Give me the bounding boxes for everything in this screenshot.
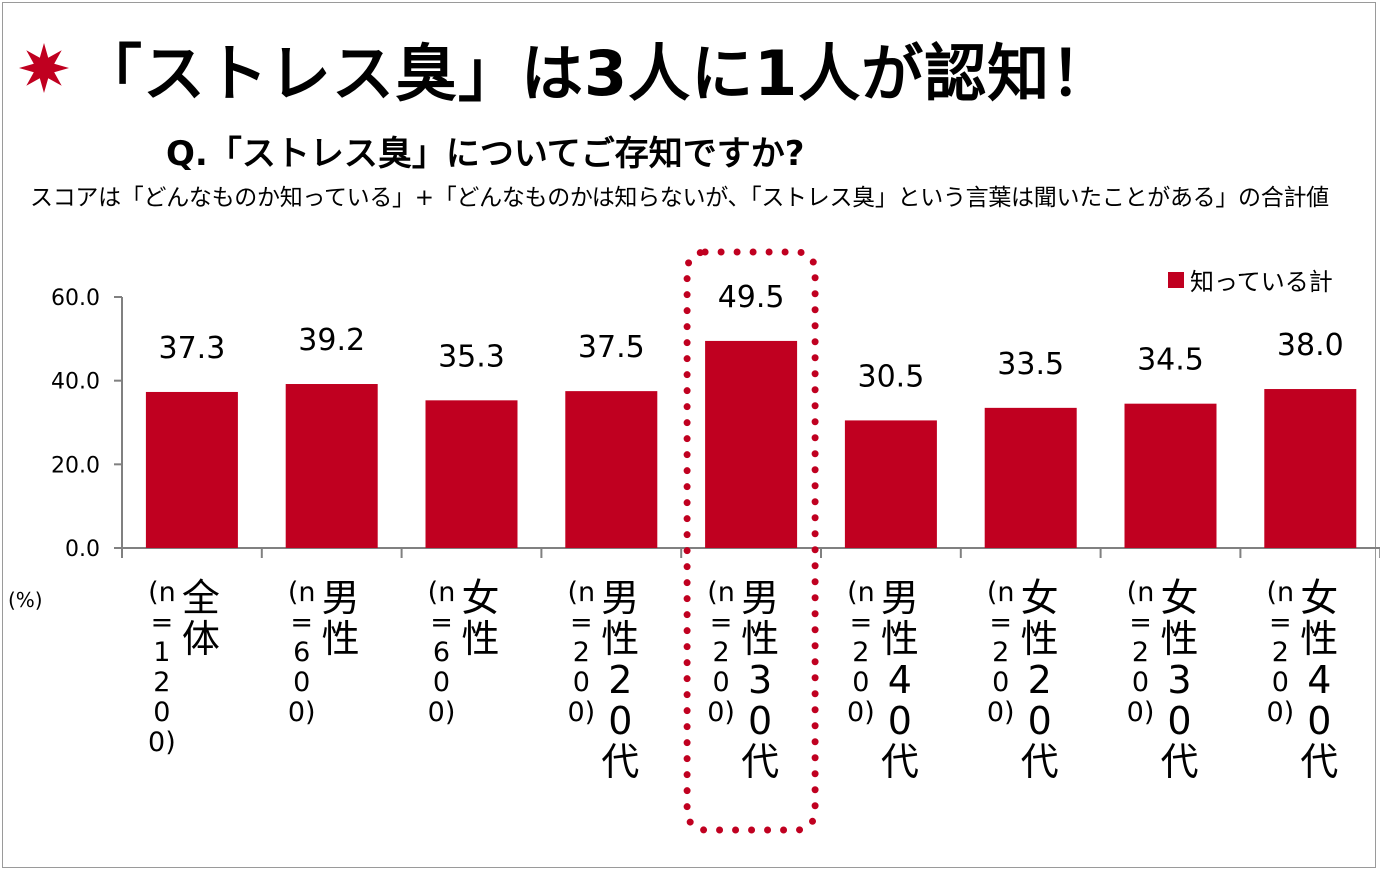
legend: 知っている計 [1168,262,1333,297]
category-name: 女性20代 [1020,576,1059,784]
bar-5 [705,340,798,548]
value-label: 49.5 [718,280,785,315]
category-sample-size: (n=200) [567,577,596,728]
legend-swatch [1168,271,1184,288]
y-tick-label: 0.0 [65,537,100,562]
x-category-label: (n=200) 女性40代 [1266,578,1342,783]
value-label: 33.5 [997,347,1064,382]
value-label: 35.3 [438,339,505,374]
bar-4 [565,391,658,548]
category-name: 男性 [321,576,360,661]
bar-3 [425,400,518,548]
bar-9 [1264,389,1357,548]
question-text: Q.「ストレス臭」についてご存知ですか? [166,134,805,174]
value-label: 34.5 [1137,343,1204,378]
category-sample-size: (n=200) [986,577,1015,728]
category-sample-size: (n=200) [847,577,875,728]
main-title-text: 「ストレス臭」は3人に1人が認知！ [80,37,1114,110]
value-label: 37.3 [159,331,226,366]
category-sample-size: (n=1200) [148,577,176,758]
x-category-label: (n=600) 男性 [288,578,364,728]
highlight-dotted-frame [683,248,819,834]
value-label: 38.0 [1277,328,1344,363]
category-sample-size: (n=600) [287,577,316,728]
category-name: 男性30代 [741,576,780,784]
bar-6 [844,420,937,548]
y-tick-label: 20.0 [51,453,100,478]
x-category-label: (n=200) 男性30代 [707,578,783,783]
category-name: 女性30代 [1160,576,1199,784]
value-label: 37.5 [578,330,645,365]
y-unit-label: (%) [8,588,43,612]
x-category-label: (n=600) 女性 [428,578,504,728]
legend-label: 知っている計 [1190,268,1333,296]
bar-2 [285,384,378,548]
category-sample-size: (n=600) [427,577,456,728]
score-note: スコアは「どんなものか知っている」+「どんなものかは知らないが、「ストレス臭」と… [30,185,1329,211]
value-label: 30.5 [858,359,925,394]
category-sample-size: (n=200) [707,577,735,728]
category-sample-size: (n=200) [1126,577,1155,728]
value-label: 39.2 [298,323,365,358]
bar-1 [145,391,238,548]
bar-7 [984,407,1077,548]
x-category-label: (n=200) 男性20代 [567,578,643,783]
y-tick-label: 40.0 [51,370,100,395]
category-sample-size: (n=200) [1266,577,1295,728]
x-category-label: (n=200) 女性30代 [1127,578,1203,783]
bar-8 [1124,403,1217,548]
red-star-icon [19,43,69,93]
category-name: 男性40代 [880,576,919,784]
category-name: 男性20代 [601,576,640,784]
x-category-label: (n=200) 女性20代 [987,578,1063,783]
x-category-label: (n=1200) 全体 [148,578,224,758]
x-category-label: (n=200) 男性40代 [847,578,923,783]
category-name: 女性40代 [1300,576,1339,784]
main-title: 「ストレス臭」は3人に1人が認知！ [18,18,1113,118]
y-tick-label: 60.0 [51,286,100,311]
category-name: 全体 [181,576,220,661]
category-name: 女性 [461,576,500,661]
